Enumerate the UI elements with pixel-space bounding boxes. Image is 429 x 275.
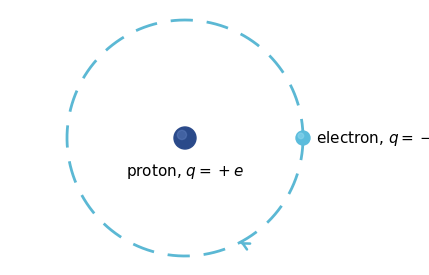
Text: proton, $q = +e$: proton, $q = +e$ [126,162,244,181]
Circle shape [298,133,304,139]
Circle shape [296,131,310,145]
Circle shape [177,130,187,139]
Text: electron, $q = -e$: electron, $q = -e$ [316,128,429,147]
Circle shape [174,127,196,149]
